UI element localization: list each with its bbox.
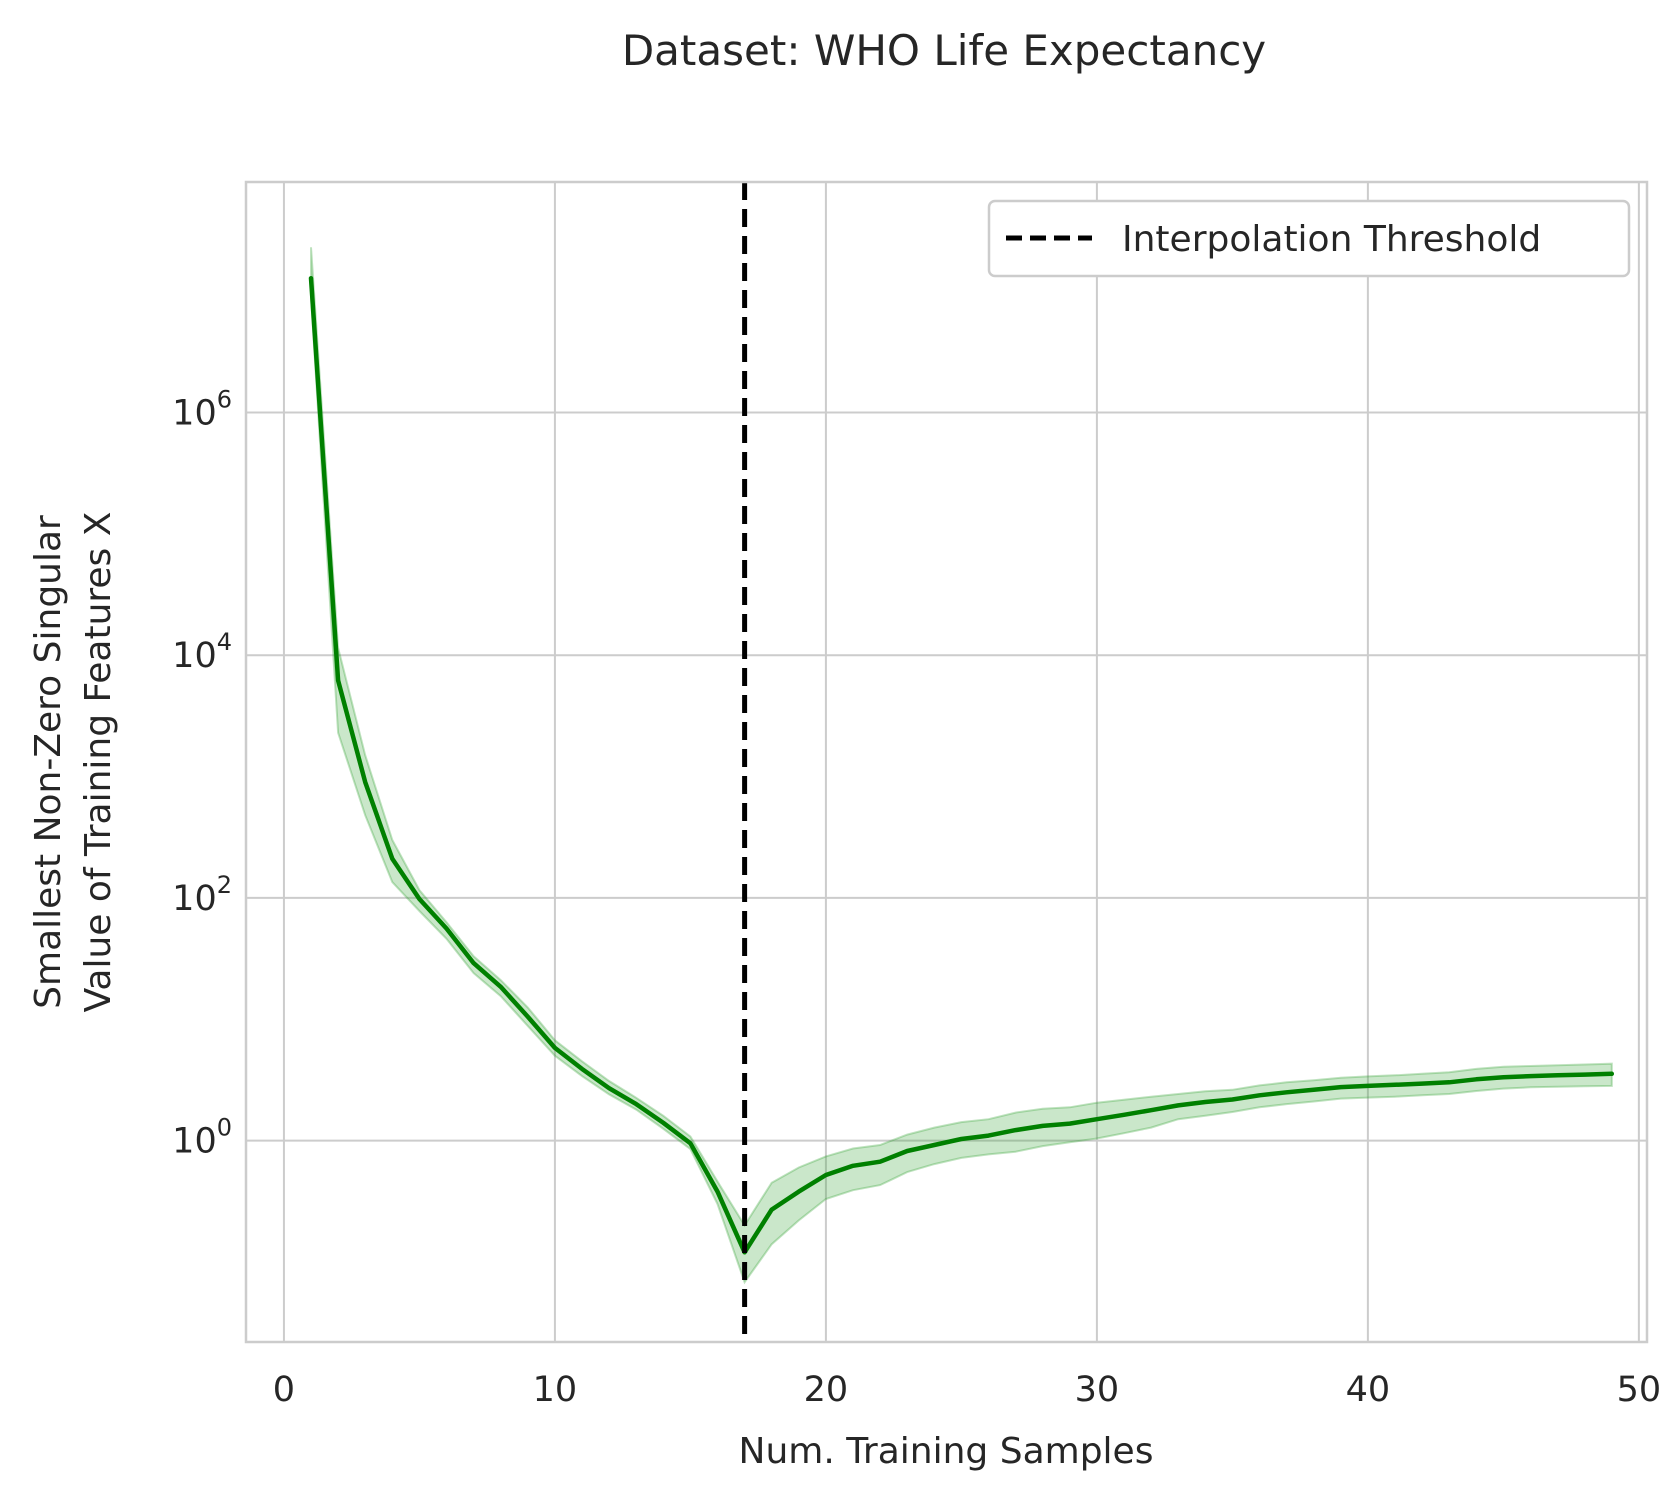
x-tick-labels: 0 10 20 30 40 50 xyxy=(273,1370,1661,1410)
chart-title: Dataset: WHO Life Expectancy xyxy=(622,26,1266,75)
legend-threshold-label: Interpolation Threshold xyxy=(1122,219,1541,260)
x-axis-label: Num. Training Samples xyxy=(739,1431,1154,1472)
grid xyxy=(246,182,1647,1342)
x-tick-label: 10 xyxy=(533,1370,578,1410)
confidence-band-layer xyxy=(310,247,1613,1285)
y-tick-label: 102 xyxy=(172,871,232,919)
x-tick-label: 50 xyxy=(1617,1370,1662,1410)
legend-box xyxy=(987,199,1631,278)
x-tick-label: 40 xyxy=(1346,1370,1391,1410)
legend: Interpolation Threshold xyxy=(987,199,1631,278)
series-line-layer xyxy=(308,275,1615,1255)
y-tick-label: 100 xyxy=(172,1114,232,1162)
y-axis-label-line-1: Smallest Non-Zero Singular xyxy=(28,515,69,1009)
y-axis-label-line-2: Value of Training Features X xyxy=(78,512,119,1013)
x-tick-label: 20 xyxy=(804,1370,849,1410)
y-tick-label: 104 xyxy=(172,628,232,676)
plot-frame xyxy=(244,180,1649,1344)
x-tick-label: 30 xyxy=(1075,1370,1120,1410)
y-tick-labels: 100 102 104 106 xyxy=(172,386,232,1162)
series-line xyxy=(308,275,1615,1255)
y-tick-label: 106 xyxy=(172,386,232,434)
x-tick-label: 0 xyxy=(273,1370,295,1410)
confidence-band xyxy=(310,247,1613,1285)
